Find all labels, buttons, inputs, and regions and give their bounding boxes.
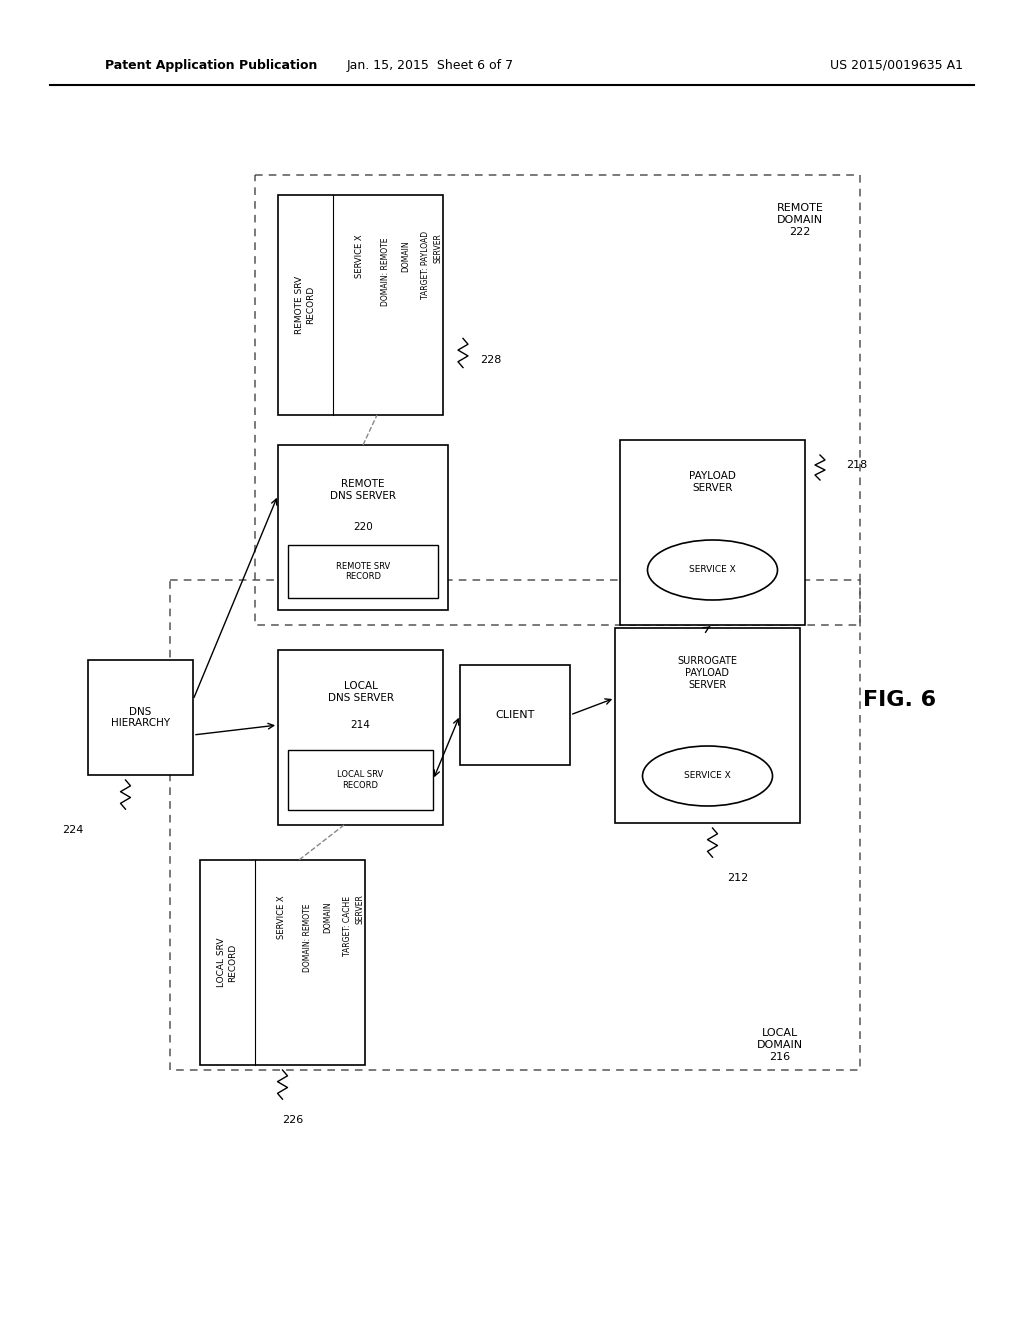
Text: DOMAIN: DOMAIN [324, 902, 333, 933]
Text: SERVER: SERVER [355, 894, 365, 924]
Bar [200, 861, 365, 1065]
Bar [460, 665, 570, 766]
Text: 220: 220 [353, 521, 373, 532]
Text: LOCAL SRV
RECORD: LOCAL SRV RECORD [217, 937, 237, 987]
Text: SERVICE X: SERVICE X [684, 771, 731, 780]
Bar [278, 445, 449, 610]
Text: SERVER: SERVER [433, 232, 442, 263]
Text: 224: 224 [62, 825, 84, 836]
Text: 228: 228 [480, 355, 502, 366]
Text: DOMAIN: REMOTE: DOMAIN: REMOTE [381, 238, 389, 306]
Text: Patent Application Publication: Patent Application Publication [105, 58, 317, 71]
Text: DOMAIN: REMOTE: DOMAIN: REMOTE [302, 904, 311, 972]
Bar [620, 440, 805, 624]
Text: REMOTE
DNS SERVER: REMOTE DNS SERVER [330, 479, 396, 500]
Bar [88, 660, 193, 775]
Text: TARGET: CACHE: TARGET: CACHE [343, 895, 352, 956]
Text: REMOTE SRV
RECORD: REMOTE SRV RECORD [336, 562, 390, 581]
Text: SURROGATE
PAYLOAD
SERVER: SURROGATE PAYLOAD SERVER [678, 656, 737, 689]
Text: CLIENT: CLIENT [496, 710, 535, 719]
Text: US 2015/0019635 A1: US 2015/0019635 A1 [830, 58, 963, 71]
Text: REMOTE SRV
RECORD: REMOTE SRV RECORD [295, 276, 314, 334]
Bar [170, 579, 860, 1071]
Text: SERVICE X: SERVICE X [689, 565, 736, 574]
Text: TARGET: PAYLOAD: TARGET: PAYLOAD [422, 231, 430, 300]
Text: LOCAL
DNS SERVER: LOCAL DNS SERVER [328, 681, 393, 702]
Text: SERVICE X: SERVICE X [355, 235, 365, 279]
Text: PAYLOAD
SERVER: PAYLOAD SERVER [689, 471, 736, 492]
Text: Jan. 15, 2015  Sheet 6 of 7: Jan. 15, 2015 Sheet 6 of 7 [346, 58, 514, 71]
Bar [278, 195, 443, 414]
Text: REMOTE
DOMAIN
222: REMOTE DOMAIN 222 [776, 203, 823, 236]
Text: 214: 214 [350, 719, 371, 730]
Ellipse shape [642, 746, 772, 807]
Bar [615, 628, 800, 822]
Text: SERVICE X: SERVICE X [278, 895, 287, 940]
Text: LOCAL SRV
RECORD: LOCAL SRV RECORD [337, 771, 384, 789]
Text: DNS
HIERARCHY: DNS HIERARCHY [111, 706, 170, 729]
Bar [278, 649, 443, 825]
Text: 212: 212 [727, 873, 749, 883]
Text: 218: 218 [847, 459, 867, 470]
Bar [288, 750, 433, 810]
Bar [288, 545, 438, 598]
Text: FIG. 6: FIG. 6 [863, 690, 937, 710]
Text: LOCAL
DOMAIN
216: LOCAL DOMAIN 216 [757, 1028, 803, 1061]
Text: 226: 226 [282, 1115, 303, 1125]
Bar [255, 176, 860, 624]
Ellipse shape [647, 540, 777, 601]
Text: DOMAIN: DOMAIN [401, 240, 411, 272]
